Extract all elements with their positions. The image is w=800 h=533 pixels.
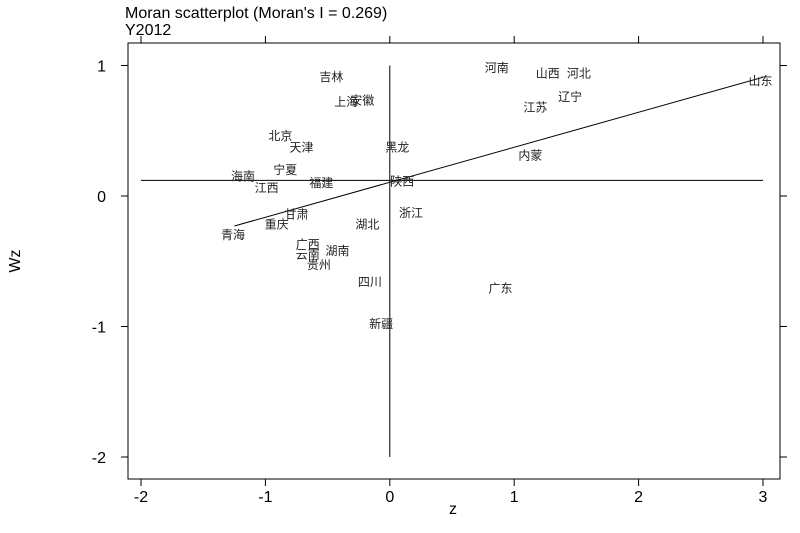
point-label: 河南 (485, 60, 509, 75)
x-tick-label: -2 (134, 489, 148, 506)
point-label: 陕西 (390, 174, 414, 189)
mean-lines (141, 65, 763, 457)
y-axis-label: Wz (7, 249, 24, 272)
point-label: 河北 (567, 66, 591, 80)
point-label: 天津 (289, 141, 313, 155)
point-label: 湖北 (355, 217, 379, 232)
point-label: 青海 (221, 227, 245, 242)
point-label: 北京 (268, 129, 292, 143)
point-label: 广东 (489, 282, 513, 296)
point-label: 福建 (309, 175, 333, 190)
point-label: 山西 (536, 66, 560, 80)
x-tick-label: 2 (634, 489, 643, 506)
y-tick-label: 0 (97, 189, 106, 206)
point-label: 上海 (334, 94, 358, 109)
point-label: 贵州 (307, 258, 331, 272)
point-label: 浙江 (399, 206, 423, 220)
point-label: 江苏 (523, 100, 547, 114)
point-label: 湖南 (326, 243, 350, 258)
point-label: 宁夏 (273, 162, 297, 177)
plot-frame (127, 42, 781, 480)
point-label: 安徽 (350, 93, 374, 108)
x-tick-label: -1 (258, 489, 272, 506)
point-label: 辽宁 (558, 89, 582, 104)
point-label: 甘肃 (284, 207, 308, 221)
point-label: 云南 (296, 247, 320, 262)
chart-title: Moran scatterplot (Moran's I = 0.269) (125, 5, 387, 22)
regression-line (234, 76, 764, 227)
y-tick-label: -2 (92, 450, 106, 467)
regression-line-group (234, 76, 764, 227)
point-label: 新疆 (369, 316, 393, 331)
point-label: 海南 (231, 168, 255, 183)
point-label: 四川 (358, 275, 382, 289)
point-label: 广西 (296, 237, 320, 251)
y-tick-label: 1 (97, 59, 106, 76)
point-label: 黑龙 (385, 141, 409, 155)
chart-subtitle: Y2012 (125, 22, 171, 39)
point-label: 重庆 (265, 218, 289, 232)
point-label: 山东 (749, 74, 773, 88)
point-label: 江西 (255, 181, 279, 195)
axis-ticks: -2 -1 0 1 2 3 -2 -1 0 1 (92, 36, 787, 506)
x-axis-label: z (449, 501, 457, 518)
point-label: 内蒙 (518, 149, 542, 163)
point-label: 吉林 (319, 70, 343, 84)
x-tick-label: 1 (510, 489, 519, 506)
x-tick-label: 3 (759, 489, 768, 506)
x-tick-label: 0 (385, 489, 394, 506)
y-tick-label: -1 (92, 320, 106, 337)
